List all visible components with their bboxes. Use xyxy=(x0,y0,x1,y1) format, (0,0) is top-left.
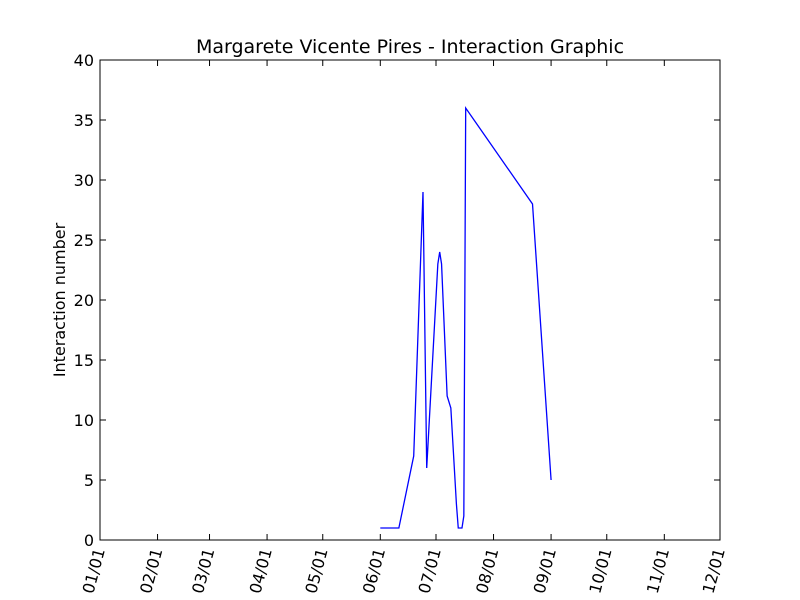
chart-title: Margarete Vicente Pires - Interaction Gr… xyxy=(196,36,624,58)
series-line xyxy=(380,105,552,529)
y-tick-label: 20 xyxy=(74,291,94,310)
y-tick-label: 5 xyxy=(84,471,94,490)
y-tick-label: 30 xyxy=(74,171,94,190)
y-tick-label: 10 xyxy=(74,411,94,430)
y-tick-label: 35 xyxy=(74,111,94,130)
y-tick-label: 15 xyxy=(74,351,94,370)
y-axis-label: Interaction number xyxy=(50,222,69,377)
y-tick-label: 0 xyxy=(84,531,94,550)
plot-frame xyxy=(99,59,721,541)
y-tick-label: 40 xyxy=(74,51,94,70)
y-axis-ticks: 0 5 10 15 20 25 30 35 40 xyxy=(74,51,720,550)
y-tick-label: 25 xyxy=(74,231,94,250)
series-layer xyxy=(380,105,552,529)
